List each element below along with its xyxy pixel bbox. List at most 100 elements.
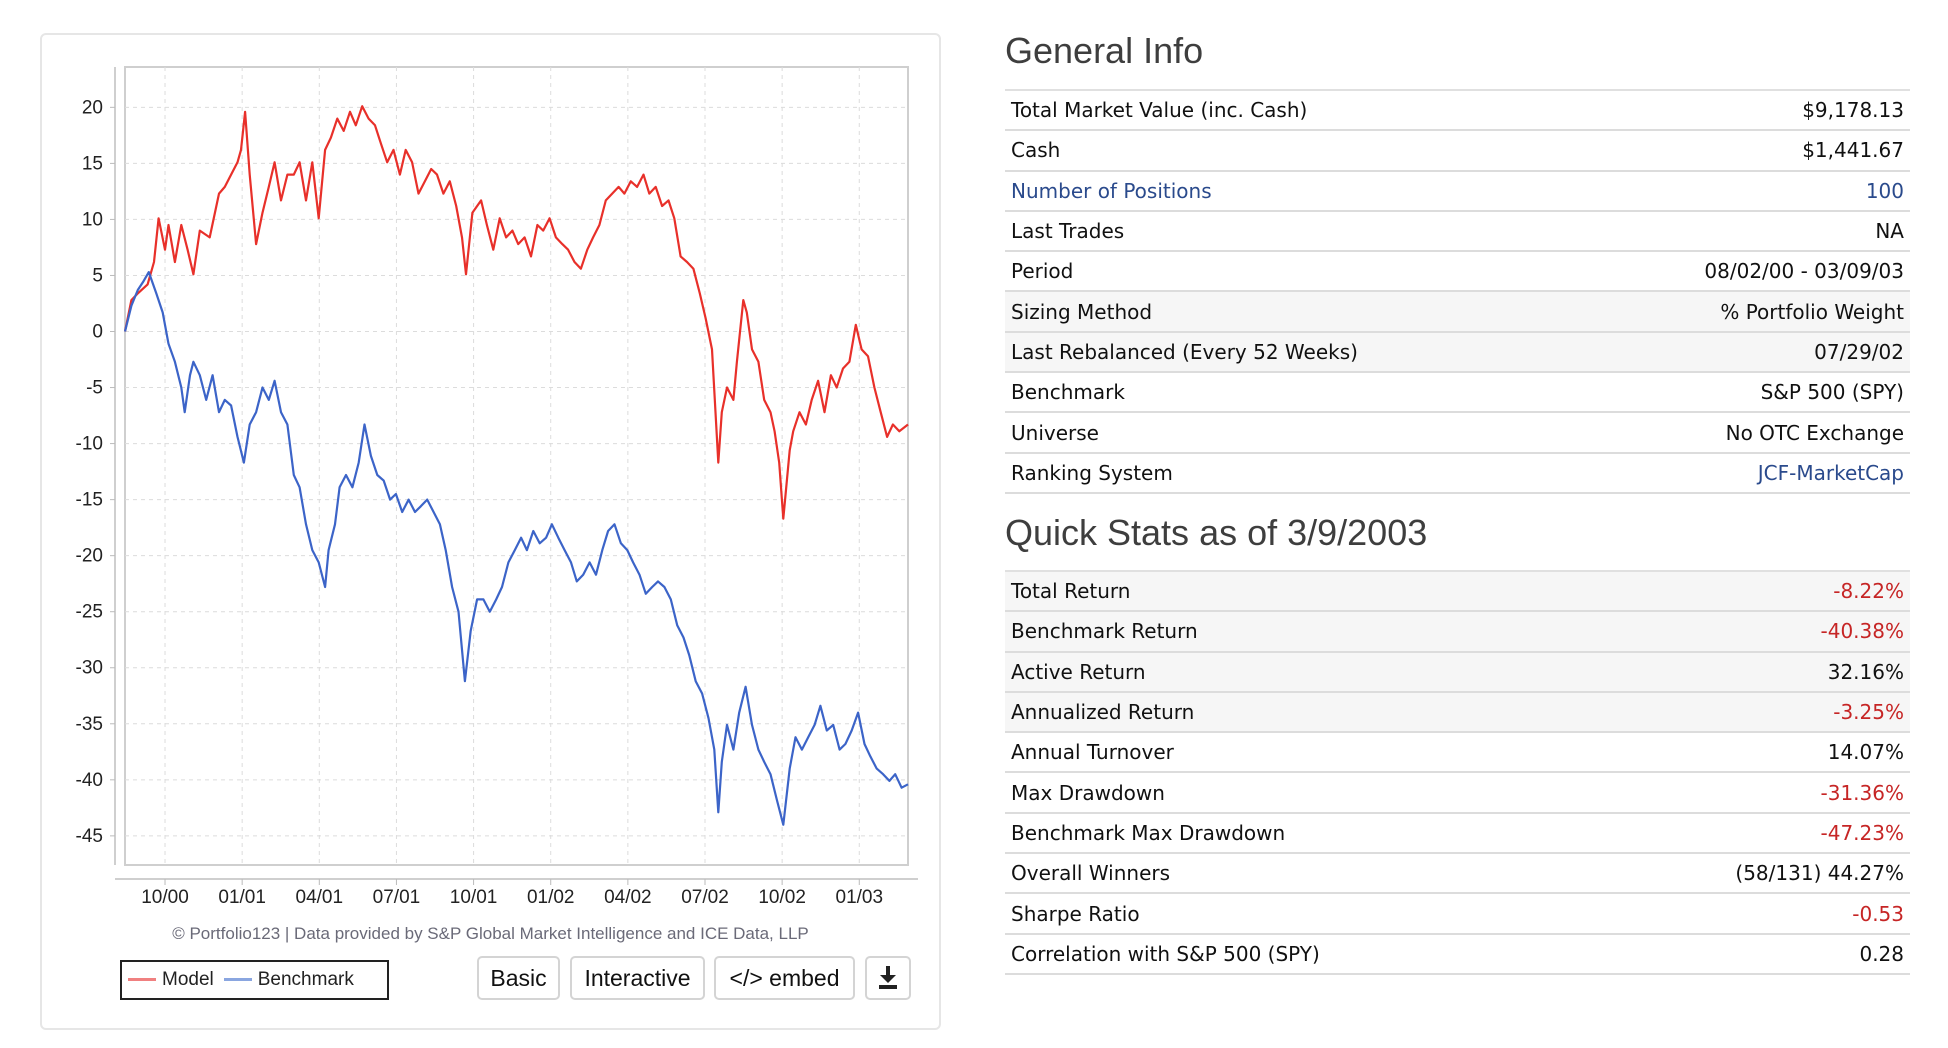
series-line-benchmark [123, 271, 909, 826]
legend-item-model[interactable]: Model [128, 969, 214, 991]
row-label: Last Trades [1005, 210, 1575, 253]
row-label: Ranking System [1005, 452, 1575, 494]
chart-legend: Model Benchmark [120, 960, 389, 1000]
download-icon [879, 966, 897, 989]
row-value: NA [1574, 210, 1910, 253]
legend-item-benchmark[interactable]: Benchmark [223, 969, 354, 991]
row-label: Benchmark Return [1005, 611, 1585, 653]
row-label: Cash [1005, 130, 1575, 172]
x-tick-label: 04/01 [296, 887, 344, 908]
row-label: Period [1005, 251, 1575, 293]
benchmark-swatch-icon [223, 978, 252, 982]
x-tick-label: 10/00 [141, 887, 189, 908]
table-row: Last Rebalanced (Every 52 Weeks) 07/29/02 [1005, 331, 1910, 374]
row-value: 14.07% [1584, 732, 1910, 774]
row-label: Universe [1005, 412, 1575, 454]
row-label: Active Return [1005, 651, 1585, 693]
y-tick-label: -45 [76, 826, 103, 847]
y-tick-label: -35 [76, 714, 103, 735]
y-tick-label: -10 [76, 434, 103, 455]
row-value: 07/29/02 [1574, 331, 1910, 374]
legend-label: Benchmark [257, 969, 354, 990]
row-value: 08/02/00 - 03/09/03 [1574, 251, 1910, 293]
row-value: (58/131) 44.27% [1584, 853, 1910, 895]
row-label: Total Market Value (inc. Cash) [1005, 90, 1575, 132]
row-value: -40.38% [1584, 611, 1910, 653]
model-swatch-icon [128, 978, 156, 982]
row-value: $1,441.67 [1574, 130, 1910, 172]
row-label: Correlation with S&P 500 (SPY) [1005, 933, 1585, 975]
table-row: Benchmark Max Drawdown -47.23% [1005, 812, 1910, 855]
plot-area [124, 66, 909, 866]
y-tick-label: -30 [76, 658, 103, 679]
y-tick-label: -5 [86, 378, 103, 399]
x-tick-label: 01/03 [836, 887, 884, 908]
y-tick-label: 20 [82, 97, 103, 118]
row-label: Last Rebalanced (Every 52 Weeks) [1005, 331, 1575, 374]
row-value: -3.25% [1584, 691, 1910, 734]
x-tick-label: 10/01 [450, 887, 498, 908]
basic-button[interactable]: Basic [477, 956, 560, 1000]
quick-stats-table: Total Return -8.22% Benchmark Return -40.38… [1005, 570, 1910, 975]
table-row: Overall Winners (58/131) 44.27% [1005, 853, 1910, 895]
row-label: Annual Turnover [1005, 732, 1585, 774]
table-row: Active Return 32.16% [1005, 651, 1910, 693]
y-tick-label: -20 [76, 546, 103, 567]
table-row: Annual Turnover 14.07% [1005, 732, 1910, 774]
x-tick-label: 04/02 [604, 887, 652, 908]
table-row: Annualized Return -3.25% [1005, 691, 1910, 734]
table-row: Sharpe Ratio -0.53 [1005, 893, 1910, 935]
table-row: Total Return -8.22% [1005, 571, 1910, 613]
y-tick-label: 15 [82, 153, 103, 174]
row-label: Overall Winners [1005, 853, 1585, 895]
row-value: -8.22% [1584, 571, 1910, 613]
y-tick-label: -15 [76, 490, 103, 511]
x-tick-label: 01/01 [218, 887, 266, 908]
table-row: Correlation with S&P 500 (SPY) 0.28 [1005, 933, 1910, 975]
row-label: Max Drawdown [1005, 772, 1585, 814]
row-value: No OTC Exchange [1574, 412, 1910, 454]
row-value: S&P 500 (SPY) [1574, 372, 1910, 414]
row-value: 0.28 [1584, 933, 1910, 975]
row-value: % Portfolio Weight [1574, 291, 1910, 333]
y-tick-label: -40 [76, 770, 103, 791]
row-value: -47.23% [1584, 812, 1910, 855]
chart-credit: © Portfolio123 | Data provided by S&P Gl… [172, 924, 809, 943]
row-value: -0.53 [1584, 893, 1910, 935]
x-tick-label: 07/01 [373, 887, 421, 908]
x-tick-label: 01/02 [527, 887, 575, 908]
download-button[interactable] [865, 956, 911, 1000]
table-row: Benchmark S&P 500 (SPY) [1005, 372, 1910, 414]
table-row: Total Market Value (inc. Cash) $9,178.13 [1005, 90, 1910, 132]
table-row: Universe No OTC Exchange [1005, 412, 1910, 454]
row-label: Total Return [1005, 571, 1585, 613]
table-row: Number of Positions 100 [1005, 170, 1910, 212]
row-label[interactable]: Number of Positions [1005, 170, 1575, 212]
row-label: Sizing Method [1005, 291, 1575, 333]
table-row: Last Trades NA [1005, 210, 1910, 253]
table-row: Benchmark Return -40.38% [1005, 611, 1910, 653]
row-label: Benchmark [1005, 372, 1575, 414]
table-row: Ranking System JCF-MarketCap [1005, 452, 1910, 494]
y-tick-label: 10 [82, 209, 103, 230]
row-value: 32.16% [1584, 651, 1910, 693]
general-info-heading: General Info [1005, 30, 1204, 71]
table-row: Sizing Method% Portfolio Weight [1005, 291, 1910, 333]
x-tick-label: 10/02 [758, 887, 806, 908]
series-line-model [123, 105, 909, 520]
x-tick-label: 07/02 [681, 887, 729, 908]
row-value[interactable]: JCF-MarketCap [1574, 452, 1910, 494]
table-row: Max Drawdown -31.36% [1005, 772, 1910, 814]
y-tick-label: 5 [92, 265, 103, 286]
embed-button[interactable]: </> embed [714, 956, 855, 1000]
interactive-button[interactable]: Interactive [570, 956, 705, 1000]
legend-label: Model [162, 969, 214, 990]
row-value: $9,178.13 [1574, 90, 1910, 132]
row-label: Annualized Return [1005, 691, 1585, 734]
y-tick-label: -25 [76, 602, 103, 623]
general-info-table: Total Market Value (inc. Cash) $9,178.13 C… [1005, 89, 1910, 494]
row-value[interactable]: 100 [1574, 170, 1910, 212]
quick-stats-heading: Quick Stats as of 3/9/2003 [1005, 512, 1428, 553]
table-row: Cash $1,441.67 [1005, 130, 1910, 172]
